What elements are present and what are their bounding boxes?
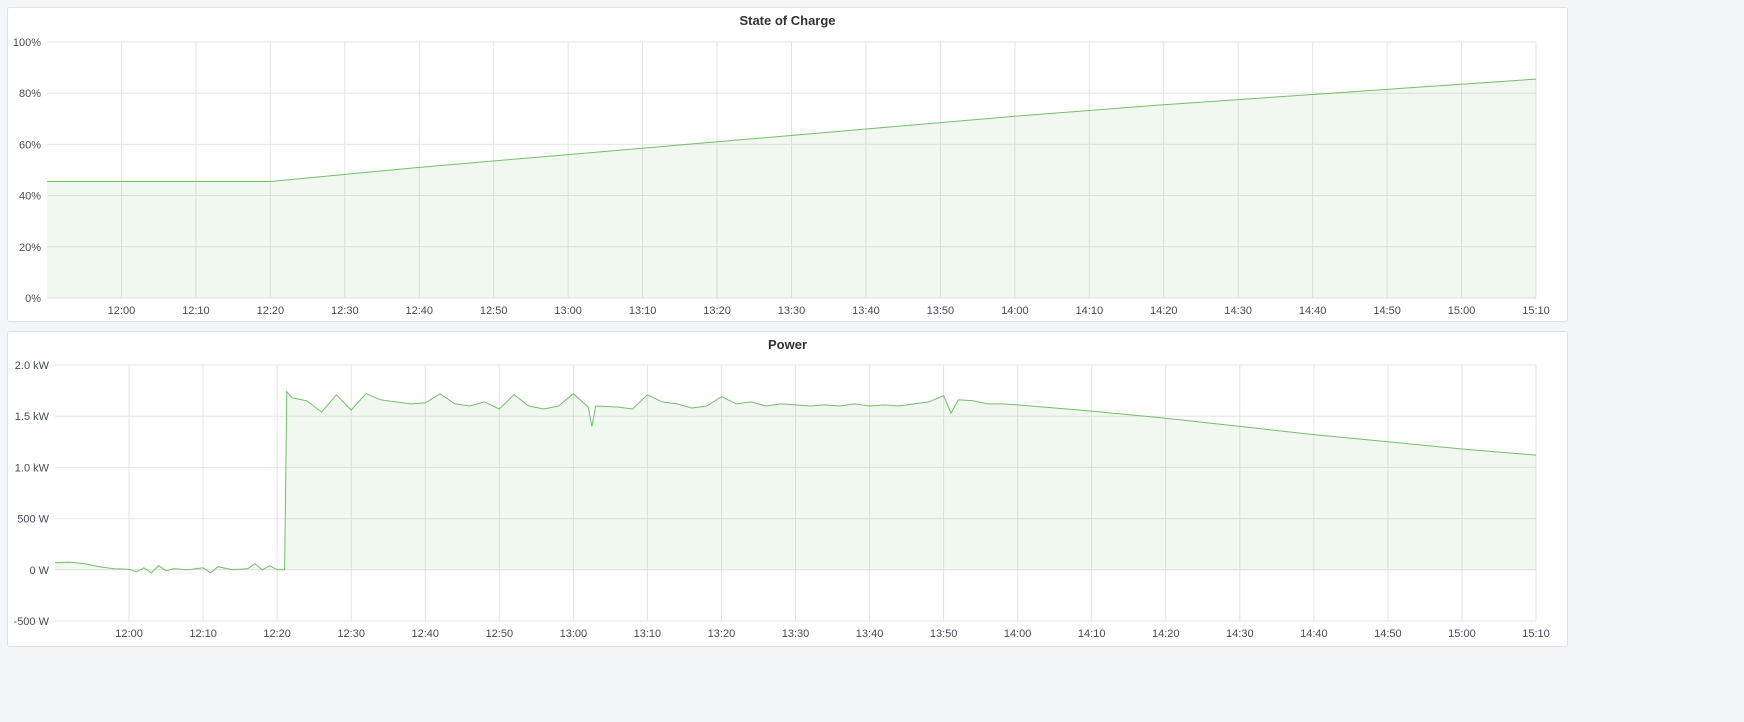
y-tick-label: 80% [19, 88, 41, 100]
y-tick-label: 500 W [17, 514, 49, 526]
power-title[interactable]: Power [767, 337, 807, 352]
y-tick-label: 20% [19, 242, 41, 254]
x-tick-label: 13:00 [554, 305, 582, 317]
x-tick-label: 13:20 [708, 628, 736, 640]
x-tick-label: 14:50 [1374, 628, 1402, 640]
series-area [55, 391, 1536, 573]
y-tick-label: 1.5 kW [15, 411, 50, 423]
x-tick-label: 14:00 [1004, 628, 1032, 640]
x-tick-label: 14:10 [1078, 628, 1106, 640]
soc-panel: State of Charge 0% 20% 40% 60% 80% 100% 12:00 1… [7, 7, 1568, 322]
x-tick-label: 12:30 [331, 305, 359, 317]
x-tick-label: 13:50 [927, 305, 955, 317]
x-tick-label: 13:10 [629, 305, 657, 317]
x-tick-label: 13:20 [703, 305, 731, 317]
soc-title[interactable]: State of Charge [739, 13, 836, 28]
x-tick-label: 14:50 [1373, 305, 1401, 317]
x-tick-label: 12:20 [257, 305, 285, 317]
soc-chart: 0% 20% 40% 60% 80% 100% 12:00 12:10 12:20 12:30 12… [13, 37, 1550, 317]
x-tick-label: 14:30 [1224, 305, 1252, 317]
x-tick-label: 15:00 [1448, 305, 1476, 317]
x-tick-label: 14:40 [1299, 305, 1327, 317]
power-chart: -500 W 0 W 500 W 1.0 kW 1.5 kW 2.0 kW 12:00 12:… [14, 360, 1550, 640]
series-area [47, 79, 1536, 298]
x-tick-label: 14:30 [1226, 628, 1254, 640]
x-tick-label: 13:50 [930, 628, 958, 640]
x-tick-label: 14:10 [1076, 305, 1104, 317]
y-tick-label: 100% [13, 37, 41, 49]
x-tick-label: 12:00 [108, 305, 136, 317]
x-tick-label: 13:10 [634, 628, 662, 640]
x-tick-label: 12:10 [189, 628, 217, 640]
x-tick-label: 12:30 [337, 628, 365, 640]
x-tick-label: 14:20 [1152, 628, 1180, 640]
y-tick-label: 60% [19, 139, 41, 151]
x-tick-label: 14:40 [1300, 628, 1328, 640]
x-tick-label: 12:20 [263, 628, 291, 640]
x-tick-label: 12:40 [411, 628, 439, 640]
power-panel: Power -500 W 0 W 500 W 1.0 kW 1.5 kW 2.0 kW 12… [7, 331, 1568, 647]
x-tick-label: 13:40 [856, 628, 884, 640]
x-tick-label: 13:00 [560, 628, 588, 640]
x-tick-label: 13:30 [778, 305, 806, 317]
y-tick-label: 0% [25, 293, 41, 305]
y-tick-label: 40% [19, 191, 41, 203]
x-tick-label: 15:00 [1448, 628, 1476, 640]
x-tick-label: 13:30 [782, 628, 810, 640]
y-tick-label: -500 W [14, 616, 50, 628]
x-tick-label: 12:40 [405, 305, 433, 317]
x-tick-label: 14:20 [1150, 305, 1178, 317]
y-tick-label: 2.0 kW [15, 360, 50, 372]
x-tick-label: 12:10 [182, 305, 210, 317]
x-tick-label: 12:50 [486, 628, 514, 640]
x-tick-label: 12:50 [480, 305, 508, 317]
series-line [54, 390, 1537, 574]
y-tick-label: 1.0 kW [15, 462, 50, 474]
x-tick-label: 12:00 [115, 628, 143, 640]
y-tick-label: 0 W [29, 565, 49, 577]
x-tick-label: 15:10 [1522, 305, 1550, 317]
series-line [47, 78, 1537, 182]
x-tick-label: 14:00 [1001, 305, 1029, 317]
x-tick-label: 13:40 [852, 305, 880, 317]
x-tick-label: 15:10 [1522, 628, 1550, 640]
